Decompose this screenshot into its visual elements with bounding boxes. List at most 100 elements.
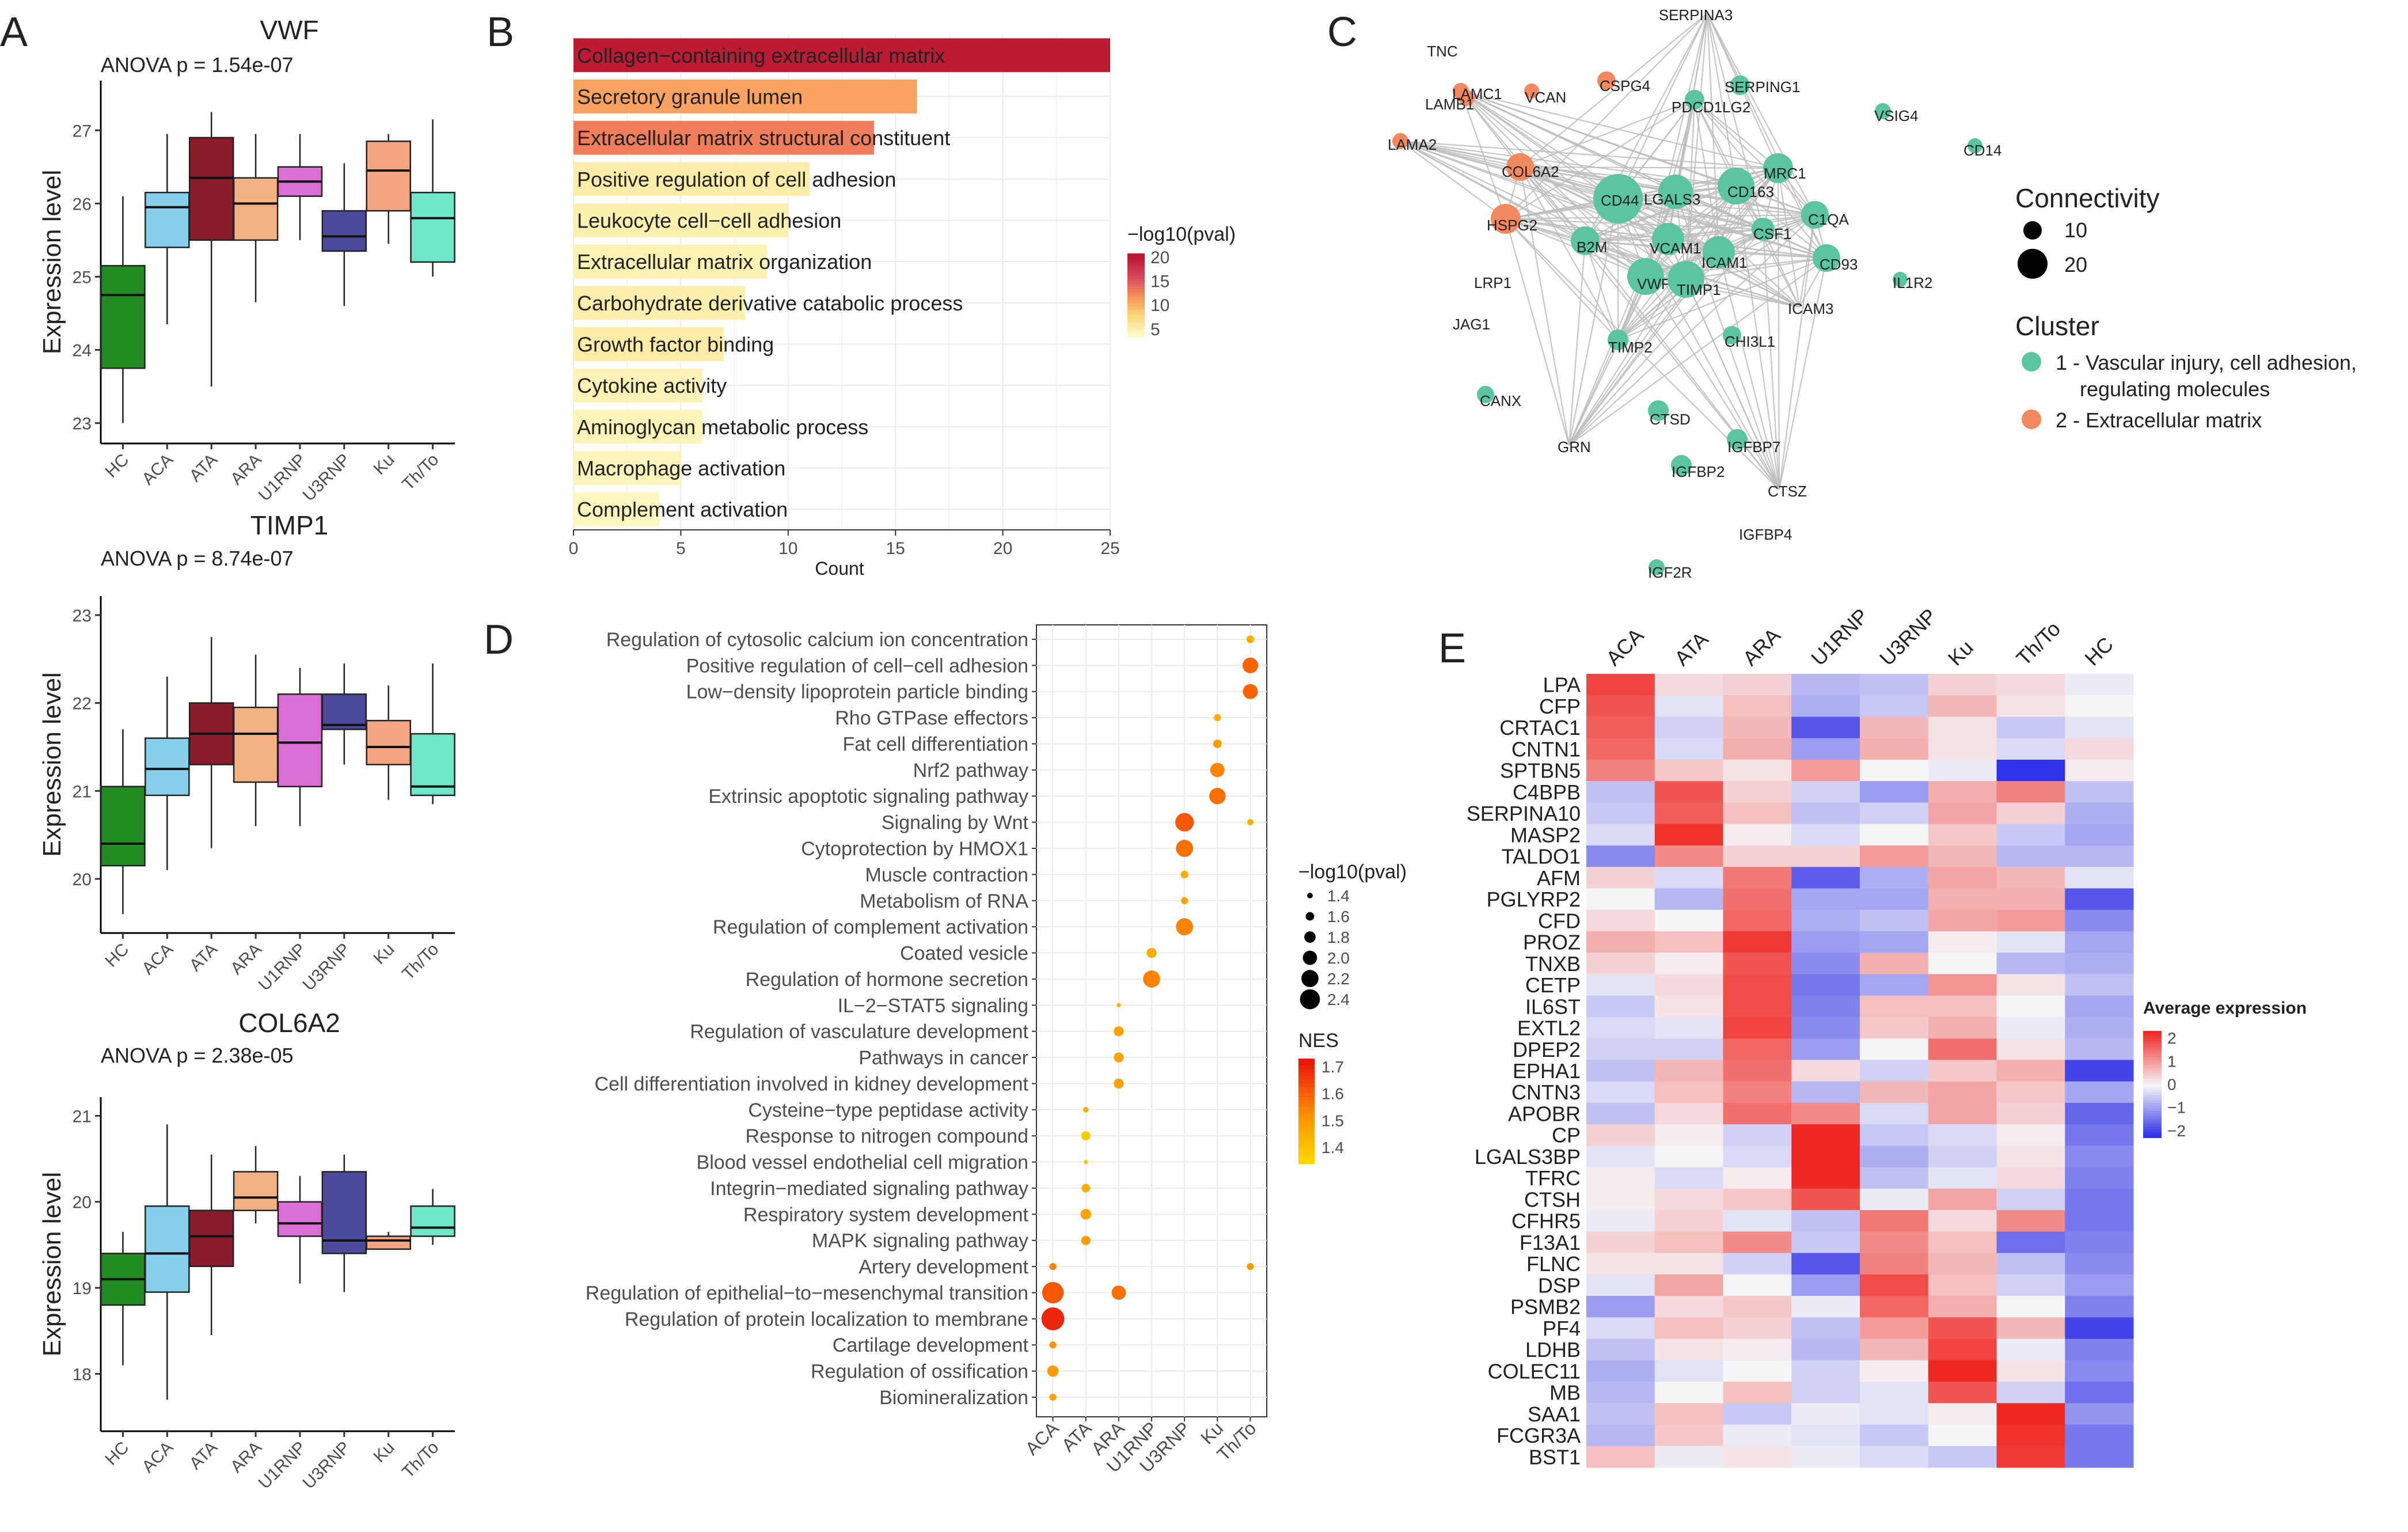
heatmap-cell xyxy=(1860,1146,1929,1168)
network-edge xyxy=(1585,214,1816,242)
heatmap-row-label: MASP2 xyxy=(1510,823,1581,847)
heatmap-cell xyxy=(2065,1338,2134,1361)
heatmap-cell xyxy=(1928,1210,1997,1232)
network-node-hspg2 xyxy=(1491,204,1521,234)
heatmap-cell xyxy=(1654,1017,1723,1039)
box-u3rnp xyxy=(321,210,367,252)
heatmap-cell xyxy=(1860,824,1929,846)
heatmap-cell xyxy=(1654,1124,1723,1146)
heatmap-cell xyxy=(1654,953,1723,974)
dot-point xyxy=(1084,1159,1088,1165)
heatmap-cell xyxy=(1928,716,1997,739)
size-legend-label: 2.0 xyxy=(1327,949,1350,967)
heatmap-cell xyxy=(1654,695,1723,717)
heatmap-cell xyxy=(2065,1081,2134,1104)
heatmap-cell xyxy=(1586,1446,1655,1468)
bar-label: Cytokine activity xyxy=(577,374,727,397)
network-edge xyxy=(1685,257,1827,280)
network-edge xyxy=(1585,240,1780,490)
heatmap-row-label: CFD xyxy=(1538,909,1581,932)
network-edge xyxy=(1520,13,1708,168)
network-node-label: IGF2R xyxy=(1648,564,1692,581)
dot-point xyxy=(1246,635,1255,643)
heatmap-row-label: C4BPB xyxy=(1513,780,1581,804)
heatmap-legend-gradient-step xyxy=(2143,1079,2162,1082)
size-legend-label: 2.4 xyxy=(1327,991,1350,1008)
size-legend-dot xyxy=(1307,893,1313,898)
heatmap-legend-label: −2 xyxy=(2167,1122,2186,1140)
box-ara xyxy=(233,1171,279,1211)
heatmap-legend-gradient-step xyxy=(2143,1063,2162,1067)
bar xyxy=(573,451,681,485)
network-node-cspg4 xyxy=(1597,71,1616,90)
heatmap-cell xyxy=(1860,1231,1929,1254)
network-node-canx xyxy=(1477,386,1494,403)
network-node-label: HSPG2 xyxy=(1487,217,1537,234)
heatmap-cell xyxy=(1654,1360,1723,1382)
network-node-label: LGALS3 xyxy=(1644,191,1700,208)
network-node-label: ICAM1 xyxy=(1701,254,1747,271)
heatmap-legend-gradient-step xyxy=(2143,1100,2162,1104)
bar xyxy=(573,203,788,237)
y-tick-label: 20 xyxy=(73,1193,92,1212)
nes-legend-gradient-step xyxy=(1298,1142,1315,1147)
panel-e-heatmap: LPACFPCRTAC1CNTN1SPTBN5C4BPBSERPINA10MAS… xyxy=(1467,604,2307,1469)
y-tick-label: 22 xyxy=(73,695,92,714)
heatmap-cell xyxy=(1586,716,1655,739)
network-node-c1qa xyxy=(1801,201,1829,229)
heatmap-cell xyxy=(1791,1317,1860,1340)
heatmap-legend-gradient-step xyxy=(2143,1041,2162,1045)
legend-gradient-step xyxy=(1127,256,1145,260)
y-tick-label: 23 xyxy=(73,415,92,434)
heatmap-cell xyxy=(1723,931,1792,953)
network-node-label: VWF xyxy=(1637,275,1670,293)
heatmap-column-label: ARA xyxy=(1738,623,1785,670)
heatmap-cell xyxy=(1723,674,1792,696)
box-th-to xyxy=(410,1205,455,1237)
pathway-label: Rho GTPase effectors xyxy=(835,707,1028,729)
heatmap-cell xyxy=(1860,716,1929,739)
heatmap-cell xyxy=(1586,1081,1655,1104)
heatmap-legend-gradient-step xyxy=(2143,1038,2162,1042)
legend-gradient-step xyxy=(1127,334,1145,338)
legend-gradient-step xyxy=(1127,270,1145,274)
x-tick-label: U1RNP xyxy=(255,940,310,995)
network-edge xyxy=(1645,276,1780,490)
x-tick-label: ATA xyxy=(186,940,221,975)
heatmap-cell xyxy=(2065,1253,2134,1275)
x-tick-label: 20 xyxy=(993,539,1012,558)
pathway-label: Nrf2 pathway xyxy=(913,760,1028,782)
network-node-label: CD163 xyxy=(1727,183,1774,200)
heatmap-cell xyxy=(1996,1403,2065,1425)
bar-label: Extracellular matrix structural constitu… xyxy=(577,126,950,150)
network-edge xyxy=(1777,168,1780,490)
pathway-label: Regulation of complement activation xyxy=(713,916,1028,938)
heatmap-cell xyxy=(2065,674,2134,696)
heatmap-cell xyxy=(2065,738,2134,760)
heatmap-cell xyxy=(1996,802,2065,825)
network-node-label: TNC xyxy=(1427,43,1457,60)
heatmap-row-label: LPA xyxy=(1543,673,1581,697)
heatmap-legend-gradient-step xyxy=(2143,1110,2162,1114)
anova-p-value: ANOVA p = 1.54e-07 xyxy=(101,53,294,77)
dot-point xyxy=(1176,918,1194,936)
heatmap-column-label: HC xyxy=(2080,632,2118,670)
network-legend: Connectivity 10 20 Cluster 1 - Vascular inju… xyxy=(2015,183,2357,432)
legend-gradient-step xyxy=(1127,328,1145,332)
heatmap-cell xyxy=(1791,1274,1860,1296)
heatmap-cell xyxy=(1654,1382,1723,1404)
heatmap-legend-gradient-step xyxy=(2143,1095,2162,1098)
plot-title: TIMP1 xyxy=(250,510,328,540)
y-tick-label: 25 xyxy=(73,268,92,287)
heatmap-cell xyxy=(1996,695,2065,717)
network-node-pdcd1lg2 xyxy=(1685,90,1704,109)
dot-point xyxy=(1243,684,1258,699)
heatmap-cell xyxy=(1723,953,1792,974)
heatmap-cell xyxy=(1928,953,1997,974)
nes-legend-gradient-step xyxy=(1298,1107,1315,1112)
heatmap-cell xyxy=(1586,1146,1655,1168)
nes-legend-gradient-step xyxy=(1298,1128,1315,1133)
heatmap-legend-gradient-step xyxy=(2143,1108,2162,1112)
network-node-vcan xyxy=(1524,84,1539,98)
heatmap-cell xyxy=(1928,1060,1997,1082)
